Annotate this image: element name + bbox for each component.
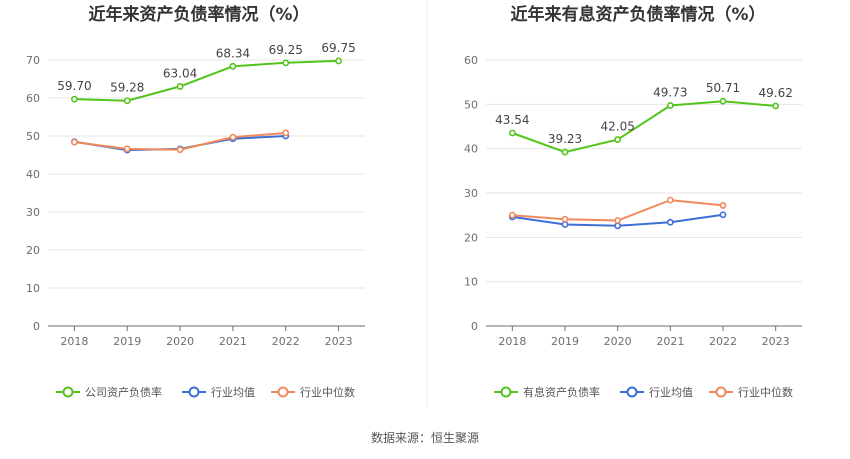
data-point [123,145,131,153]
series-line [511,100,776,154]
legend-swatch-marker [715,386,727,398]
data-point [719,202,727,209]
data-source: 数据来源：恒生聚源 [371,430,479,445]
y-tick-label: 40 [26,168,40,181]
data-point [282,59,290,67]
data-label: 63.04 [163,66,197,80]
data-point [229,133,237,141]
data-point [508,129,516,137]
y-tick-label: 30 [464,187,478,200]
data-label: 59.28 [110,81,144,95]
y-tick-label: 20 [26,244,40,257]
y-tick-label: 50 [26,130,40,143]
data-point [719,211,727,219]
y-tick-label: 10 [26,282,40,295]
legend-label: 行业中位数 [738,385,793,399]
x-tick-label: 2023 [325,335,353,348]
data-point [772,102,780,110]
chart-title: 近年来有息资产负债率情况（%） [510,4,765,25]
x-tick-label: 2023 [762,335,790,348]
data-point [71,138,78,146]
legend-label: 行业均值 [211,386,255,399]
x-tick-label: 2018 [498,335,526,348]
chart-panel-2: 近年来有息资产负债率情况（%） 0 10 20 30 40 50 60 2018 2019 2020… [464,4,802,399]
y-tick-label: 10 [464,276,478,289]
legend-label: 行业均值 [649,386,693,399]
data-point [176,146,184,154]
y-tick-label: 20 [464,231,478,244]
data-point [71,95,78,103]
y-tick-label: 30 [26,206,40,219]
data-point [614,222,622,230]
data-point [561,148,569,156]
legend-label: 公司资产负债率 [85,385,162,399]
y-tick-label: 0 [471,320,478,333]
data-label: 39.23 [548,132,582,146]
x-tick-label: 2020 [604,335,632,348]
data-point [666,102,674,109]
data-point [508,211,516,219]
legend-label: 有息资产负债率 [523,385,600,399]
data-label: 69.25 [269,43,303,57]
data-point [561,215,569,223]
data-point [123,97,131,105]
legend-label: 行业中位数 [300,385,355,399]
y-tick-label: 60 [26,92,40,105]
data-label: 49.73 [653,86,687,100]
legend-swatch-marker [62,386,74,398]
y-tick-label: 40 [464,143,478,156]
legend-swatch-marker [500,386,512,398]
data-point [229,62,237,70]
x-tick-label: 2019 [551,335,579,348]
chart-panel-1: 近年来资产负债率情况（%） 0 10 20 30 40 50 60 70 2018 2019 2020… [26,4,365,399]
legend-swatch-marker [277,386,289,398]
data-point [614,136,622,143]
data-label: 43.54 [495,113,529,127]
chart-title: 近年来资产负债率情况（%） [88,4,309,25]
y-tick-label: 50 [464,98,478,111]
series-line [74,59,339,102]
legend-swatch-marker [626,386,638,398]
y-tick-label: 70 [26,54,40,67]
x-tick-label: 2022 [272,335,300,348]
data-point [176,83,184,90]
y-tick-label: 60 [464,54,478,67]
data-point [666,196,674,204]
data-point [561,221,569,228]
data-label: 59.70 [57,79,91,93]
legend-swatch-marker [188,386,200,398]
data-label: 42.05 [600,120,634,134]
data-point [666,218,674,226]
x-tick-label: 2020 [166,335,194,348]
x-tick-label: 2019 [113,335,141,348]
x-tick-label: 2021 [656,335,684,348]
data-label: 68.34 [216,46,250,60]
x-tick-label: 2021 [219,335,247,348]
x-tick-label: 2018 [60,335,88,348]
data-point [335,57,342,65]
data-point [614,217,622,224]
data-label: 49.62 [758,86,792,100]
data-label: 69.75 [321,41,355,55]
x-tick-label: 2022 [709,335,737,348]
data-point [282,129,290,137]
data-label: 50.71 [706,81,740,95]
data-point [719,97,727,105]
y-tick-label: 0 [33,320,40,333]
